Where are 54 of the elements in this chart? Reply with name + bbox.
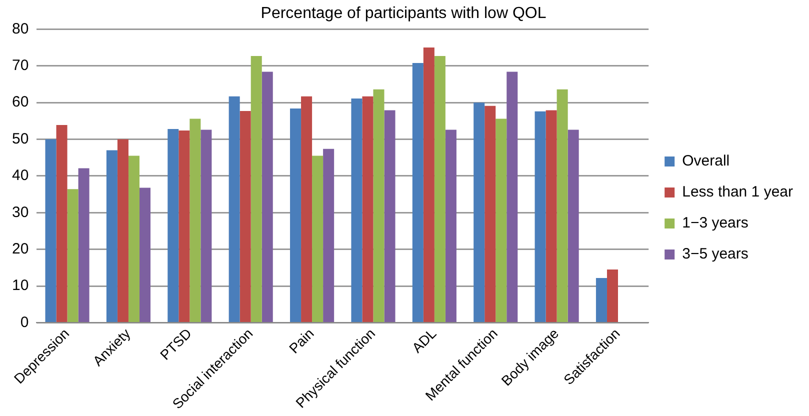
bar bbox=[139, 188, 150, 322]
bar bbox=[496, 118, 507, 322]
y-tick-label: 60 bbox=[12, 94, 29, 111]
bar bbox=[412, 62, 424, 322]
bar bbox=[240, 111, 251, 322]
x-tick-label: ADL bbox=[408, 325, 440, 356]
bar bbox=[351, 98, 362, 322]
legend-label: Less than 1 year bbox=[682, 184, 794, 201]
y-tick-label: 30 bbox=[12, 204, 29, 221]
bar bbox=[384, 110, 396, 322]
bar bbox=[506, 72, 518, 322]
bar bbox=[445, 130, 456, 322]
y-tick-label: 10 bbox=[12, 277, 29, 294]
bar bbox=[362, 96, 374, 322]
legend-label: 3−5 years bbox=[682, 246, 748, 263]
bar bbox=[546, 110, 557, 322]
bar bbox=[200, 130, 212, 322]
bar bbox=[568, 130, 579, 322]
bar bbox=[56, 124, 68, 322]
bar bbox=[596, 278, 607, 322]
bar bbox=[484, 106, 496, 322]
bar bbox=[290, 108, 302, 322]
bar bbox=[190, 118, 201, 322]
bar bbox=[312, 156, 324, 322]
bar bbox=[250, 56, 262, 322]
bar bbox=[373, 89, 384, 322]
legend-label: 1−3 years bbox=[682, 214, 748, 232]
x-tick-label: Pain bbox=[286, 325, 317, 356]
bar bbox=[106, 150, 118, 322]
y-tick-label: 80 bbox=[12, 20, 29, 38]
bar bbox=[534, 111, 546, 322]
bar bbox=[262, 72, 273, 322]
bar bbox=[434, 56, 446, 322]
bar bbox=[474, 102, 485, 322]
bar bbox=[228, 96, 240, 322]
bar bbox=[606, 270, 618, 322]
bar bbox=[45, 139, 56, 322]
y-tick-label: 20 bbox=[12, 240, 29, 258]
bar bbox=[556, 89, 568, 322]
bar bbox=[301, 96, 312, 322]
bar bbox=[323, 148, 334, 322]
bar bbox=[128, 156, 140, 322]
bar bbox=[78, 168, 90, 322]
bar bbox=[117, 139, 128, 322]
y-tick-label: 40 bbox=[12, 167, 29, 184]
bar bbox=[178, 130, 190, 322]
y-tick-label: 70 bbox=[12, 57, 29, 74]
bar bbox=[168, 129, 179, 322]
bar bbox=[423, 48, 434, 322]
bar bbox=[67, 189, 78, 322]
legend-label: Overall bbox=[682, 152, 730, 170]
chart-title: Percentage of participants with low QOL bbox=[260, 5, 546, 22]
y-tick-label: 0 bbox=[20, 314, 29, 331]
y-tick-label: 50 bbox=[12, 130, 29, 148]
